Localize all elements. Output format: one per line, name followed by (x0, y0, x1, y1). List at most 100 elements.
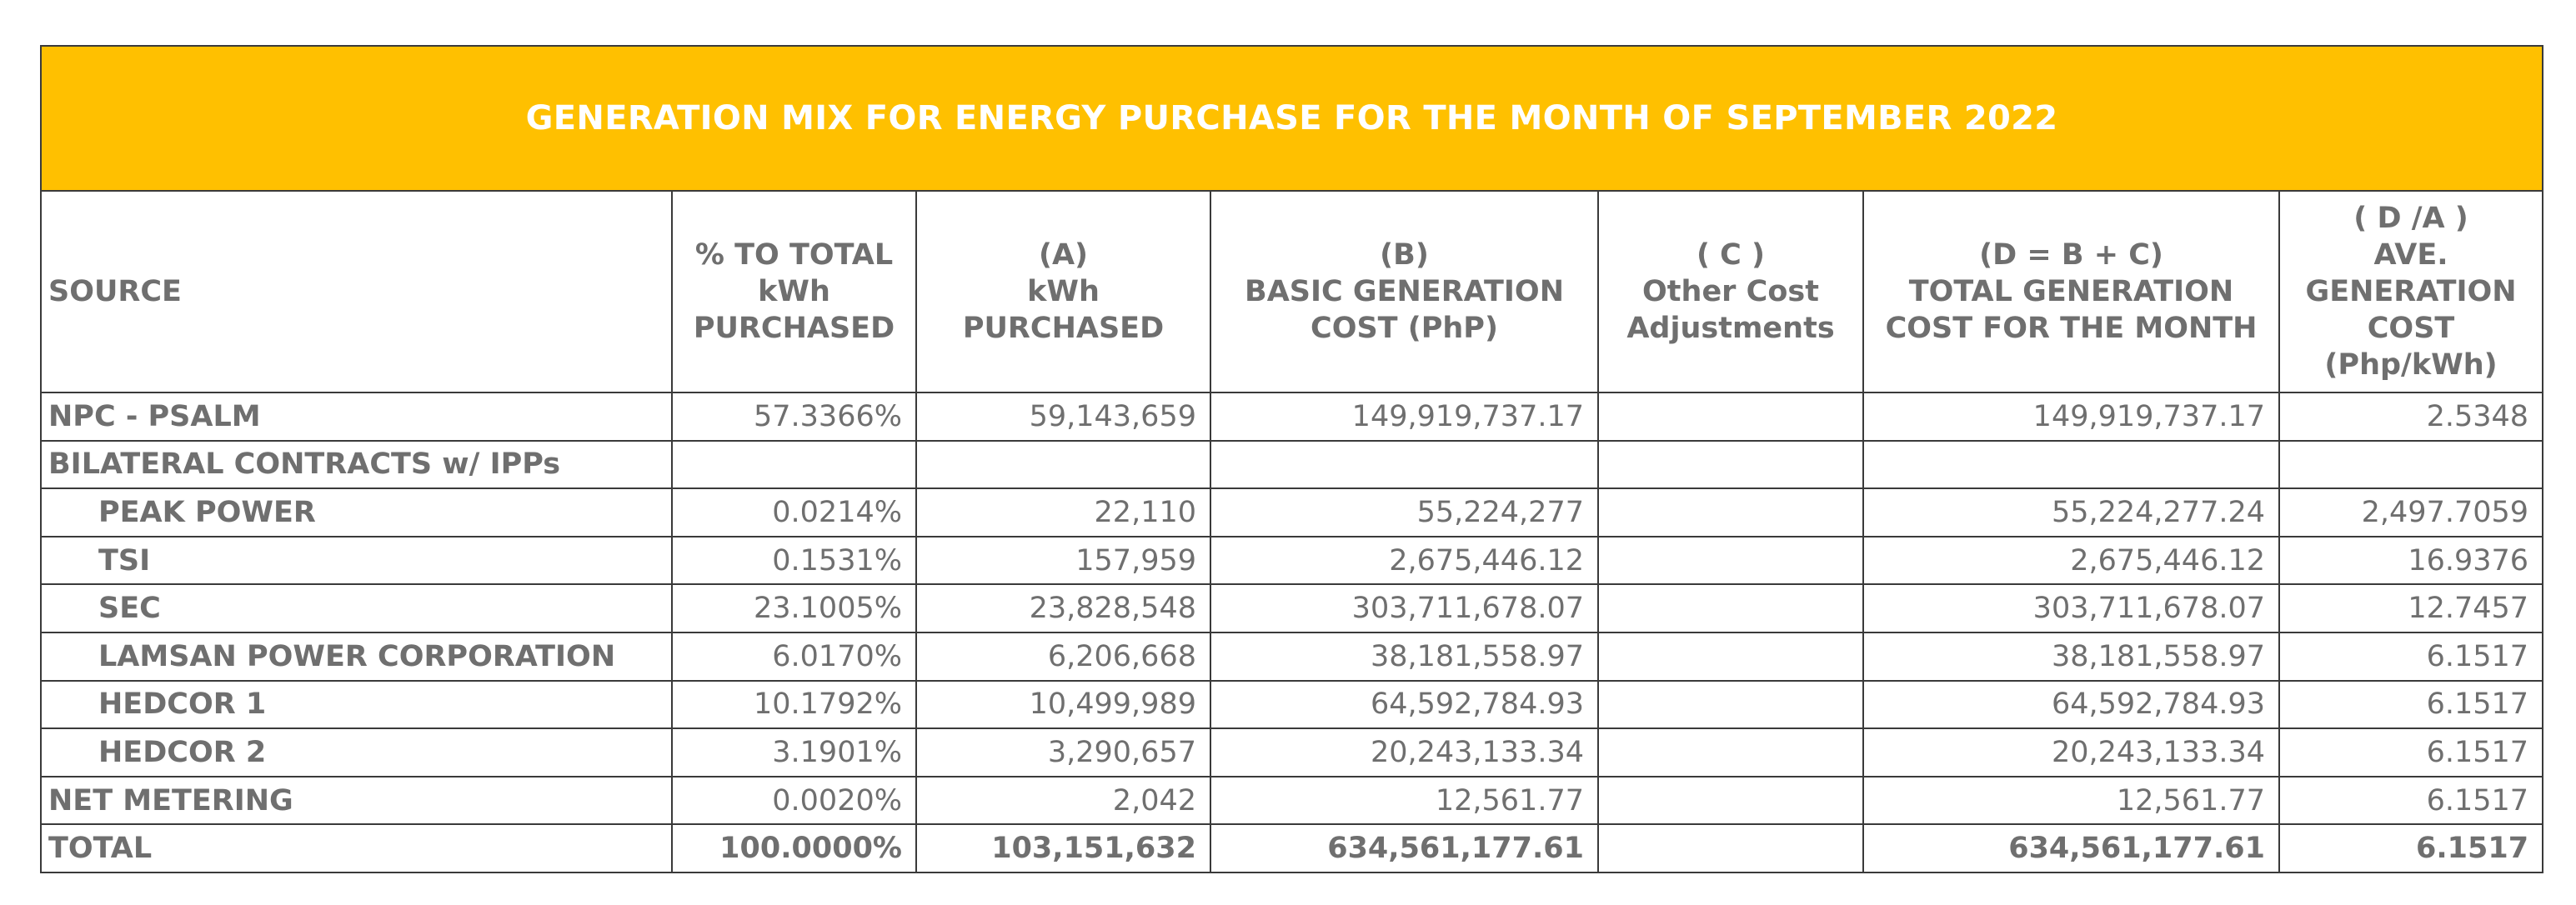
percent-cell: 23.1005% (671, 583, 917, 633)
column-header-line: (Php/kWh) (2324, 348, 2498, 382)
basic-cell: 64,592,784.93 (1210, 679, 1599, 730)
other-cell (1597, 679, 1864, 730)
column-header-line: kWh (1027, 275, 1100, 308)
kwh-cell: 10,499,989 (915, 679, 1211, 730)
source-cell: HEDCOR 2 (40, 728, 673, 778)
kwh-cell: 103,151,632 (915, 823, 1211, 873)
basic-cell: 12,561.77 (1210, 775, 1599, 826)
total-cost-cell: 2,675,446.12 (1862, 535, 2280, 586)
table-row: NPC - PSALM 57.3366% 59,143,659 149,919,737… (40, 392, 2544, 442)
kwh-cell: 23,828,548 (915, 583, 1211, 633)
column-header-percent: % TO TOTAL kWh PURCHASED (671, 190, 917, 393)
total-cost-cell: 12,561.77 (1862, 775, 2280, 826)
basic-cell (1210, 439, 1599, 490)
other-cell (1597, 583, 1864, 633)
basic-cell: 55,224,277 (1210, 488, 1599, 538)
source-cell: PEAK POWER (40, 488, 673, 538)
column-header-basic: (B) BASIC GENERATION COST (PhP) (1210, 190, 1599, 393)
column-header-line: SOURCE (48, 275, 182, 308)
total-cost-cell: 64,592,784.93 (1862, 679, 2280, 730)
basic-cell: 20,243,133.34 (1210, 728, 1599, 778)
header-row: SOURCE% TO TOTAL kWh PURCHASED (A) kWh PURCHA… (40, 190, 2544, 393)
percent-cell: 10.1792% (671, 679, 917, 730)
other-cell (1597, 631, 1864, 682)
column-header-line: (D = B + C) (1979, 238, 2163, 272)
column-header-line: GENERATION (2305, 275, 2517, 308)
total-cost-cell (1862, 439, 2280, 490)
percent-cell: 3.1901% (671, 728, 917, 778)
table-row: LAMSAN POWER CORPORATION 6.0170% 6,206,668… (40, 631, 2544, 682)
kwh-cell: 59,143,659 (915, 392, 1211, 442)
ave-cell: 12.7457 (2278, 583, 2544, 633)
other-cell (1597, 439, 1864, 490)
percent-cell: 0.1531% (671, 535, 917, 586)
column-header-other: ( C ) Other Cost Adjustments (1597, 190, 1864, 393)
column-header-line: % TO TOTAL (694, 238, 894, 272)
total-cost-cell: 634,561,177.61 (1862, 823, 2280, 873)
kwh-cell: 22,110 (915, 488, 1211, 538)
source-cell: TSI (40, 535, 673, 586)
source-cell: SEC (40, 583, 673, 633)
total-cost-cell: 149,919,737.17 (1862, 392, 2280, 442)
table-row: HEDCOR 2 3.1901% 3,290,657 20,243,133.34 20,… (40, 728, 2544, 778)
kwh-cell (915, 439, 1211, 490)
total-cost-cell: 20,243,133.34 (1862, 728, 2280, 778)
column-header-line: BASIC GENERATION (1245, 275, 1564, 308)
kwh-cell: 3,290,657 (915, 728, 1211, 778)
source-cell: NPC - PSALM (40, 392, 673, 442)
basic-cell: 634,561,177.61 (1210, 823, 1599, 873)
percent-cell: 6.0170% (671, 631, 917, 682)
column-header-line: (A) (1038, 238, 1089, 272)
kwh-cell: 2,042 (915, 775, 1211, 826)
column-header-line: kWh (758, 275, 830, 308)
basic-cell: 2,675,446.12 (1210, 535, 1599, 586)
source-cell: NET METERING (40, 775, 673, 826)
total-cost-cell: 38,181,558.97 (1862, 631, 2280, 682)
column-header-line: ( D /A ) (2353, 202, 2468, 235)
column-header-line: TOTAL GENERATION (1908, 275, 2234, 308)
source-cell: TOTAL (40, 823, 673, 873)
total-row: TOTAL 100.0000% 103,151,632 634,561,177.61 6… (40, 823, 2544, 873)
table-row: TSI 0.1531% 157,959 2,675,446.12 2,675,446.1… (40, 535, 2544, 586)
column-header-ave: ( D /A ) AVE. GENERATION COST (Php/kWh) (2278, 190, 2544, 393)
other-cell (1597, 775, 1864, 826)
column-header-line: PURCHASED (693, 312, 895, 345)
ave-cell: 16.9376 (2278, 535, 2544, 586)
total-cost-cell: 303,711,678.07 (1862, 583, 2280, 633)
source-cell: HEDCOR 1 (40, 679, 673, 730)
percent-cell: 100.0000% (671, 823, 917, 873)
column-header-line: COST (2367, 312, 2455, 345)
percent-cell: 57.3366% (671, 392, 917, 442)
column-header-line: (B) (1380, 238, 1429, 272)
title-row: GENERATION MIX FOR ENERGY PURCHASE FOR T… (39, 45, 2544, 192)
basic-cell: 303,711,678.07 (1210, 583, 1599, 633)
column-header-kwh: (A) kWh PURCHASED (915, 190, 1211, 393)
ave-cell: 2,497.7059 (2278, 488, 2544, 538)
column-header-source: SOURCE (40, 190, 673, 393)
total-cost-cell: 55,224,277.24 (1862, 488, 2280, 538)
other-cell (1597, 823, 1864, 873)
table-title: GENERATION MIX FOR ENERGY PURCHASE FOR T… (39, 45, 2544, 192)
kwh-cell: 6,206,668 (915, 631, 1211, 682)
ave-cell (2278, 439, 2544, 490)
column-header-line: Other Cost (1642, 275, 1819, 308)
percent-cell: 0.0214% (671, 488, 917, 538)
table-body: NPC - PSALM 57.3366% 59,143,659 149,919,737… (40, 392, 2544, 873)
ave-cell: 6.1517 (2278, 679, 2544, 730)
column-header-line: AVE. (2373, 238, 2448, 272)
other-cell (1597, 728, 1864, 778)
source-cell: BILATERAL CONTRACTS w/ IPPs (40, 439, 673, 490)
percent-cell (671, 439, 917, 490)
column-header-line: PURCHASED (962, 312, 1165, 345)
column-header-total-cost: (D = B + C) TOTAL GENERATION COST FOR THE … (1862, 190, 2280, 393)
percent-cell: 0.0020% (671, 775, 917, 826)
column-header-line: ( C ) (1696, 238, 1766, 272)
column-header-line: COST (PhP) (1311, 312, 1498, 345)
ave-cell: 6.1517 (2278, 631, 2544, 682)
source-cell: LAMSAN POWER CORPORATION (40, 631, 673, 682)
table-row: PEAK POWER 0.0214% 22,110 55,224,277 55,224,… (40, 488, 2544, 538)
column-header-line: Adjustments (1626, 312, 1835, 345)
other-cell (1597, 535, 1864, 586)
table-row: NET METERING 0.0020% 2,042 12,561.77 12,561.… (40, 775, 2544, 826)
generation-mix-table: GENERATION MIX FOR ENERGY PURCHASE FOR T… (39, 45, 2544, 873)
